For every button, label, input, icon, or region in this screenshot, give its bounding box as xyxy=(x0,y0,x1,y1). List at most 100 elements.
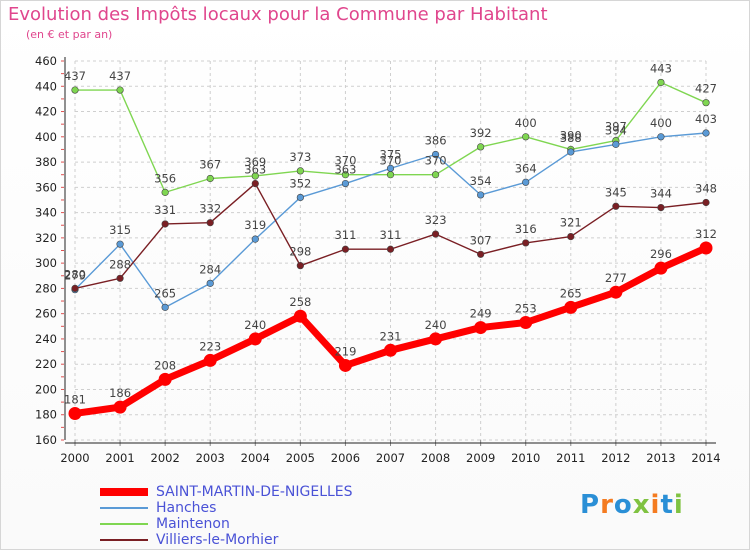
data-point xyxy=(384,343,397,357)
data-label: 344 xyxy=(650,187,672,201)
data-label: 253 xyxy=(515,302,537,316)
logo-letter: t xyxy=(660,490,674,520)
y-tick-label: 440 xyxy=(35,79,57,93)
data-point xyxy=(161,220,169,228)
data-point xyxy=(702,99,710,107)
data-point xyxy=(702,198,710,207)
proxiti-logo: Proxiti xyxy=(580,490,684,520)
data-label: 265 xyxy=(154,286,176,300)
data-label: 284 xyxy=(199,262,221,276)
chart-title: Evolution des Impôts locaux pour la Comm… xyxy=(8,4,548,25)
data-point xyxy=(341,179,350,188)
data-label: 265 xyxy=(560,286,582,300)
y-tick-label: 260 xyxy=(35,307,57,321)
data-point xyxy=(71,284,79,293)
data-point xyxy=(296,167,304,175)
y-tick-label: 200 xyxy=(35,382,57,396)
data-label: 363 xyxy=(244,163,266,177)
data-point xyxy=(386,171,395,179)
data-label: 231 xyxy=(380,329,402,343)
data-label: 219 xyxy=(334,344,356,358)
data-label: 390 xyxy=(560,128,582,142)
legend-item: Hanches xyxy=(100,500,353,516)
data-label: 332 xyxy=(199,202,221,216)
data-label: 370 xyxy=(380,154,402,168)
data-label: 427 xyxy=(695,82,717,96)
data-point xyxy=(203,353,217,367)
data-label: 354 xyxy=(470,174,492,188)
data-label: 307 xyxy=(470,233,492,247)
data-label: 296 xyxy=(650,247,672,261)
x-tick-label: 2011 xyxy=(556,451,585,465)
x-tick-label: 2006 xyxy=(331,451,360,465)
legend-item: Villiers-le-Morhier xyxy=(100,532,353,548)
data-label: 397 xyxy=(605,120,627,134)
data-point xyxy=(609,285,623,299)
data-label: 277 xyxy=(605,271,627,285)
data-label: 388 xyxy=(560,131,582,145)
logo-letter: x xyxy=(632,490,651,520)
data-point xyxy=(431,230,440,238)
data-point xyxy=(251,235,259,243)
y-tick-label: 360 xyxy=(35,180,57,194)
legend: SAINT-MARTIN-DE-NIGELLES Hanches Maintenon… xyxy=(100,484,353,548)
data-label: 279 xyxy=(64,269,86,283)
data-point xyxy=(431,171,440,179)
y-tick-label: 420 xyxy=(35,105,57,119)
data-point xyxy=(296,193,304,202)
data-point xyxy=(341,245,350,253)
data-label: 316 xyxy=(515,222,537,236)
data-label: 348 xyxy=(695,181,717,195)
data-label: 400 xyxy=(650,116,672,130)
data-label: 364 xyxy=(515,161,537,175)
data-point xyxy=(341,171,350,179)
data-point xyxy=(522,178,530,186)
legend-label: SAINT-MARTIN-DE-NIGELLES xyxy=(156,484,353,500)
data-label: 208 xyxy=(154,358,176,372)
logo-letter: r xyxy=(600,490,614,520)
x-tick-label: 2014 xyxy=(691,451,720,465)
y-tick-label: 320 xyxy=(35,231,57,245)
x-tick-label: 2000 xyxy=(60,451,89,465)
data-point xyxy=(251,172,259,180)
x-tick-label: 2002 xyxy=(151,451,180,465)
legend-label: Maintenon xyxy=(156,516,230,532)
legend-swatch xyxy=(100,488,148,496)
data-label: 345 xyxy=(605,185,627,199)
line-chart: 160 180 200 220 240 260 280 300 320 340 360 380 400 4… xyxy=(35,54,721,465)
x-tick-label: 2003 xyxy=(196,451,225,465)
data-point xyxy=(161,303,169,311)
x-tick-label: 2009 xyxy=(466,451,495,465)
data-point xyxy=(116,86,124,94)
logo-letter: P xyxy=(580,490,601,520)
data-point xyxy=(248,332,262,346)
data-point xyxy=(564,300,578,314)
y-tick-label: 180 xyxy=(35,408,57,422)
data-label: 321 xyxy=(560,216,582,230)
data-label: 403 xyxy=(695,112,717,126)
legend-swatch xyxy=(100,539,148,541)
data-point xyxy=(567,233,575,241)
logo-letter: o xyxy=(613,490,633,520)
x-tick-label: 2008 xyxy=(421,451,450,465)
data-label: 258 xyxy=(289,295,311,309)
data-label: 367 xyxy=(199,157,221,171)
data-label: 370 xyxy=(334,154,356,168)
chart-subtitle: (en € et par an) xyxy=(26,28,113,41)
data-point xyxy=(699,241,713,255)
data-point xyxy=(474,321,488,335)
data-label: 311 xyxy=(380,228,402,242)
data-label: 249 xyxy=(470,307,492,321)
data-point xyxy=(567,148,575,156)
data-point xyxy=(657,133,665,141)
data-point xyxy=(477,191,485,199)
x-tick-label: 2005 xyxy=(286,451,315,465)
data-point xyxy=(158,372,172,386)
logo-letter: i xyxy=(650,490,661,520)
data-point xyxy=(657,203,665,212)
data-label: 315 xyxy=(109,223,131,237)
data-label: 181 xyxy=(64,392,86,406)
x-tick-label: 2007 xyxy=(376,451,405,465)
data-point xyxy=(113,400,127,414)
